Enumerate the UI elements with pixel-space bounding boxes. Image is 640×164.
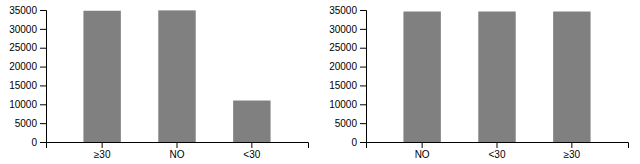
figure: 05000100001500020000250003000035000≥30NO… [0, 0, 640, 164]
tick: 25000 [9, 42, 46, 53]
tick-mark [571, 142, 572, 148]
axis-line [367, 143, 629, 149]
tick-label: NO [170, 149, 185, 160]
y-axis: 0 5000 10000 15000 20000 25000 30000 35000 [329, 5, 366, 148]
tick: 0 [351, 137, 366, 148]
tick-label: 10000 [9, 99, 37, 110]
tick-label: ≥30 [564, 149, 581, 160]
tick-mark [497, 142, 498, 148]
tick: 10000 [9, 99, 46, 110]
bar [158, 10, 195, 142]
tick-label: 20000 [9, 61, 37, 72]
panel: 0 5000 10000 15000 20000 25000 30000 35000 ≥30 NO… [9, 5, 308, 160]
tick-mark [360, 142, 366, 143]
tick-mark [40, 104, 46, 105]
tick: 5000 [335, 118, 366, 129]
bar [403, 12, 440, 142]
plot-area [83, 10, 270, 142]
bar [83, 11, 120, 142]
tick: 20000 [329, 61, 366, 72]
bar [233, 101, 270, 142]
tick: 20000 [9, 61, 46, 72]
tick-label: 30000 [9, 24, 37, 35]
tick-label: 35000 [329, 5, 357, 16]
tick-mark [40, 67, 46, 68]
tick-mark [40, 85, 46, 86]
tick: 0 [31, 137, 46, 148]
tick-label: NO [415, 149, 430, 160]
tick-label: 15000 [9, 80, 37, 91]
tick-label: 0 [351, 137, 357, 148]
tick-label: <30 [243, 149, 260, 160]
tick-label: 25000 [329, 42, 357, 53]
tick-mark [422, 142, 423, 148]
tick-mark [40, 10, 46, 11]
tick: 35000 [9, 5, 46, 16]
tick-label: 25000 [9, 42, 37, 53]
tick-mark [40, 29, 46, 30]
tick: 10000 [329, 99, 366, 110]
tick: 35000 [329, 5, 366, 16]
tick-mark [177, 142, 178, 148]
tick: NO [415, 142, 430, 160]
tick: 15000 [9, 80, 46, 91]
tick-label: 5000 [335, 118, 358, 129]
tick: 5000 [15, 118, 46, 129]
tick-mark [360, 104, 366, 105]
bar [553, 12, 590, 142]
tick: 30000 [329, 24, 366, 35]
tick-label: 10000 [329, 99, 357, 110]
tick: <30 [243, 142, 260, 160]
tick: ≥30 [564, 142, 581, 160]
tick-label: 15000 [329, 80, 357, 91]
tick-label: ≥30 [94, 149, 111, 160]
tick: ≥30 [94, 142, 111, 160]
tick-mark [360, 10, 366, 11]
y-axis: 0 5000 10000 15000 20000 25000 30000 35000 [9, 5, 46, 148]
tick-mark [360, 85, 366, 86]
tick-label: 30000 [329, 24, 357, 35]
tick-mark [251, 142, 252, 148]
tick: NO [170, 142, 185, 160]
tick-label: 35000 [9, 5, 37, 16]
panel: 0 5000 10000 15000 20000 25000 30000 35000 NO <30… [329, 5, 628, 160]
tick-label: 20000 [329, 61, 357, 72]
tick: 15000 [329, 80, 366, 91]
tick-mark [102, 142, 103, 148]
tick-mark [40, 142, 46, 143]
tick: 30000 [9, 24, 46, 35]
tick-label: <30 [489, 149, 506, 160]
tick-mark [360, 123, 366, 124]
tick-mark [360, 29, 366, 30]
tick-label: 5000 [15, 118, 38, 129]
tick-mark [360, 67, 366, 68]
tick-mark [360, 48, 366, 49]
x-axis: ≥30 NO <30 [47, 142, 309, 160]
tick-mark [40, 123, 46, 124]
tick-label: 0 [31, 137, 37, 148]
plot-area [403, 12, 590, 142]
tick: <30 [489, 142, 506, 160]
axis-line [40, 11, 47, 143]
x-axis: NO <30 ≥30 [367, 142, 629, 160]
bar [478, 12, 515, 142]
axis-line [47, 143, 309, 149]
tick-mark [40, 48, 46, 49]
axis-line [360, 11, 367, 143]
tick: 25000 [329, 42, 366, 53]
